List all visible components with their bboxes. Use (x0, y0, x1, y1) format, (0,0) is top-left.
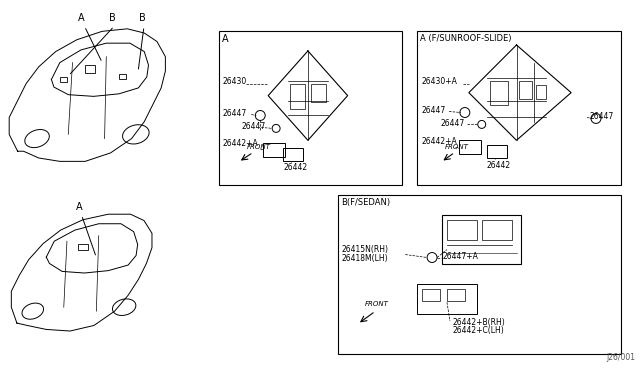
Bar (263, 143, 285, 157)
Bar (60, 77, 67, 82)
Text: 26447: 26447 (589, 112, 613, 121)
Bar (338, 195, 621, 354)
Text: 26442+C(LH): 26442+C(LH) (453, 326, 505, 334)
Text: 26442+A: 26442+A (421, 137, 457, 146)
Text: 26415N(RH): 26415N(RH) (342, 245, 388, 254)
Text: 26447+A: 26447+A (442, 252, 478, 261)
Bar (311, 84, 326, 102)
Bar (447, 220, 477, 240)
Text: B: B (139, 13, 145, 23)
Bar (78, 244, 88, 250)
Bar (417, 31, 621, 185)
Text: FRONT: FRONT (246, 144, 270, 150)
Text: FRONT: FRONT (445, 144, 469, 150)
Bar (459, 140, 481, 154)
Bar (290, 84, 305, 109)
Text: B: B (109, 13, 116, 23)
Bar (490, 81, 508, 105)
Bar (486, 145, 507, 158)
Text: 26447: 26447 (241, 122, 266, 131)
Text: A: A (76, 202, 83, 212)
Text: A: A (221, 34, 228, 44)
Bar (482, 220, 511, 240)
Text: 26447: 26447 (223, 109, 247, 118)
Text: A: A (78, 13, 84, 23)
Text: J26/001: J26/001 (606, 353, 635, 362)
Text: 26430+A: 26430+A (421, 77, 457, 86)
Text: 26442: 26442 (486, 161, 511, 170)
Bar (417, 284, 477, 314)
Bar (218, 31, 403, 185)
Text: 26442: 26442 (283, 163, 307, 172)
Text: B(F/SEDAN): B(F/SEDAN) (340, 198, 390, 207)
Bar (536, 85, 547, 99)
Bar (283, 148, 303, 161)
Bar (520, 81, 532, 99)
Bar (442, 215, 522, 264)
Text: 26430: 26430 (223, 77, 247, 86)
Text: 26447: 26447 (440, 119, 464, 128)
Bar (422, 289, 440, 301)
Text: 26442+A: 26442+A (223, 139, 259, 148)
Text: A (F/SUNROOF-SLIDE): A (F/SUNROOF-SLIDE) (420, 34, 511, 43)
Text: 26442+B(RH): 26442+B(RH) (453, 318, 506, 327)
Text: FRONT: FRONT (365, 301, 388, 307)
Bar (119, 74, 125, 78)
Bar (447, 289, 465, 301)
Bar (85, 65, 95, 73)
Text: 26447: 26447 (421, 106, 445, 115)
Text: 26418M(LH): 26418M(LH) (342, 254, 388, 263)
